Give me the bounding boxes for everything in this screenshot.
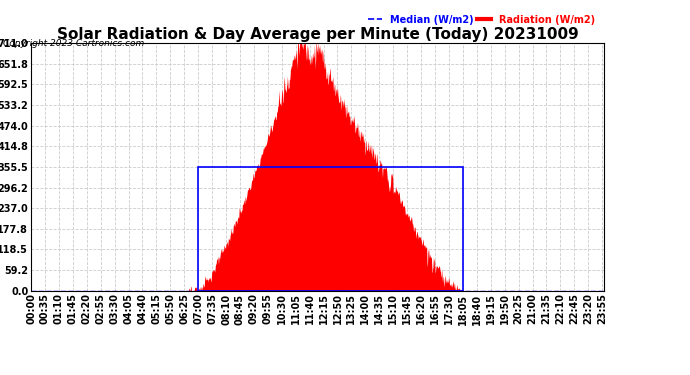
Legend: Median (W/m2), Radiation (W/m2): Median (W/m2), Radiation (W/m2) [364, 11, 599, 28]
Bar [198, 167, 463, 291]
Title: Solar Radiation & Day Average per Minute (Today) 20231009: Solar Radiation & Day Average per Minute… [57, 27, 578, 42]
Text: Copyright 2023 Cartronics.com: Copyright 2023 Cartronics.com [3, 39, 145, 48]
